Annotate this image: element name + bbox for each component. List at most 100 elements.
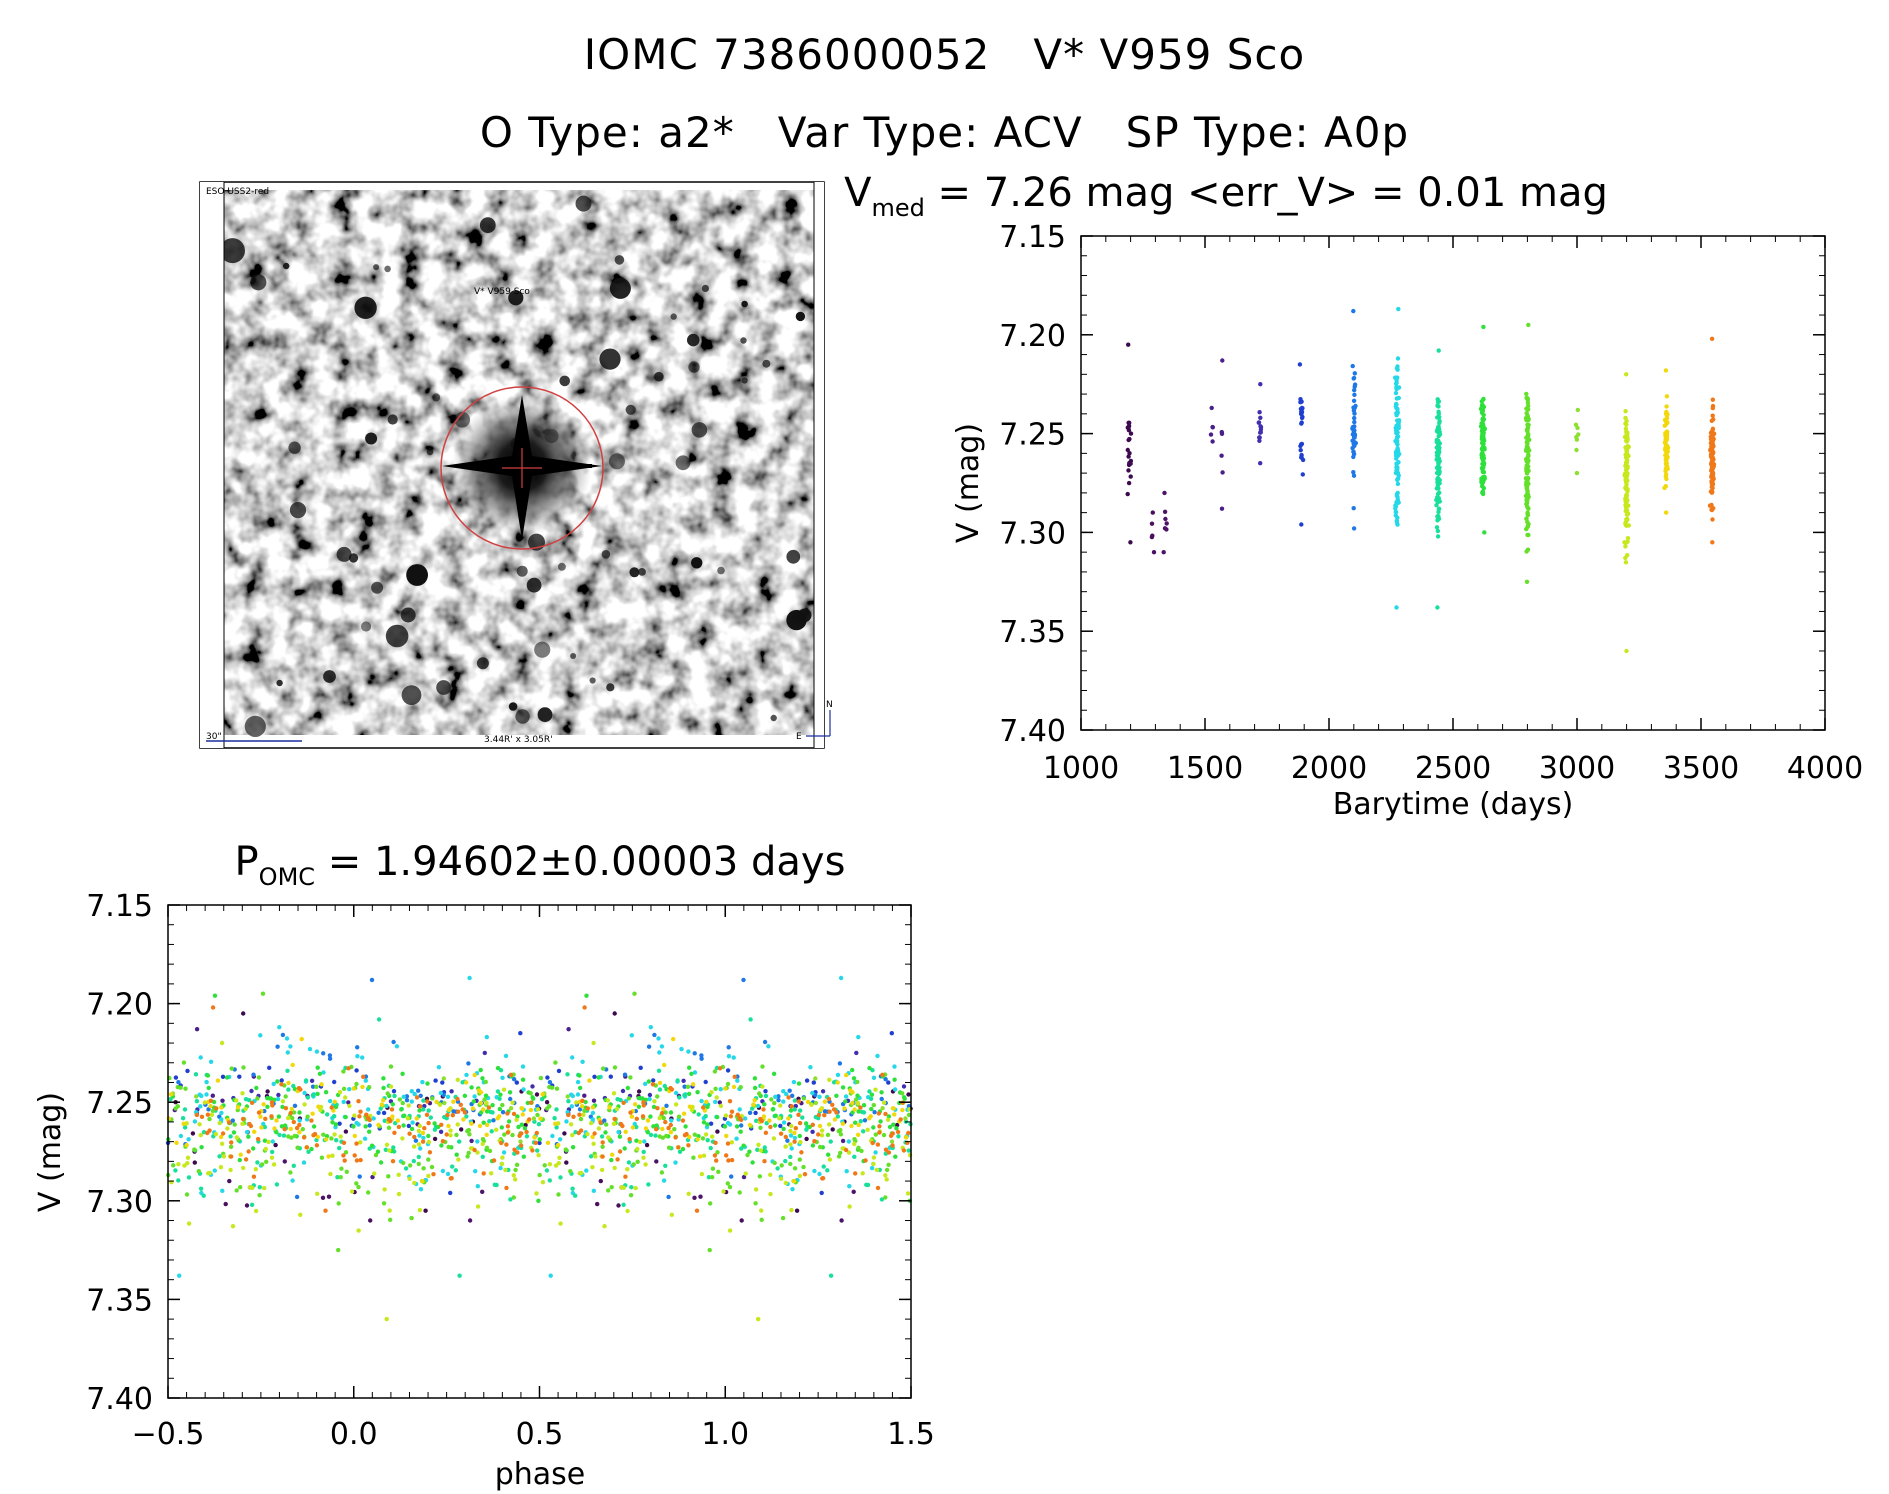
phased-point: [286, 1134, 290, 1138]
phased-point: [728, 1228, 732, 1232]
phased-point: [706, 1138, 710, 1142]
phased-point: [850, 1068, 854, 1072]
field-star: [599, 349, 620, 370]
phased-point: [368, 1123, 372, 1127]
phased-point: [364, 1079, 368, 1083]
phased-point: [781, 1127, 785, 1131]
phased-point: [609, 1075, 613, 1079]
phased-point: [670, 1087, 674, 1091]
phased-point: [520, 1106, 524, 1110]
lightcurve-point: [1709, 479, 1713, 483]
phased-point: [797, 1099, 801, 1103]
lightcurve-point: [1396, 482, 1400, 486]
phased-point: [205, 1131, 209, 1135]
phased-point: [872, 1103, 876, 1107]
phased-point: [813, 1076, 817, 1080]
phased-point: [457, 1139, 461, 1143]
phased-point: [316, 1066, 320, 1070]
phased-point: [388, 1218, 392, 1222]
figure-canvas: ESO USS2-red V* V959 Sco 30" 3.44R' x 3.…: [0, 0, 1889, 1494]
phased-point: [623, 1175, 627, 1179]
lightcurve-point: [1625, 517, 1629, 521]
phased-point: [615, 1157, 619, 1161]
phased-point: [354, 1068, 358, 1072]
phased-point: [334, 1138, 338, 1142]
phased-point: [613, 1166, 617, 1170]
phased-point: [758, 1126, 762, 1130]
lightcurve-point: [1625, 499, 1629, 503]
phased-point: [764, 1094, 768, 1098]
phased-point: [872, 1155, 876, 1159]
phased-point: [546, 1141, 550, 1145]
phased-point: [729, 1114, 733, 1118]
phased-point: [355, 1045, 359, 1049]
phased-point: [876, 1186, 880, 1190]
lightcurve-point: [1710, 485, 1714, 489]
field-star: [626, 405, 636, 415]
phased-point: [472, 1094, 476, 1098]
lightcurve-point: [1162, 550, 1166, 554]
lightcurve-point: [1352, 526, 1356, 530]
phased-point: [726, 1181, 730, 1185]
phased-point: [545, 1168, 549, 1172]
phased-point: [578, 1086, 582, 1090]
phased-point: [806, 1100, 810, 1104]
phased-point: [198, 1104, 202, 1108]
phased-title-text: = 1.94602±0.00003 days: [315, 839, 845, 885]
phased-x-ticks: −0.5 0.0 0.5 1.0 1.5: [132, 905, 935, 1452]
phased-point: [615, 1107, 619, 1111]
phased-point: [328, 1172, 332, 1176]
lightcurve-point: [1436, 439, 1440, 443]
phased-point: [669, 1123, 673, 1127]
lightcurve-point: [1394, 426, 1398, 430]
phased-point: [423, 1209, 427, 1213]
phased-point: [185, 1069, 189, 1073]
phased-point: [469, 1122, 473, 1126]
lightcurve-point: [1482, 530, 1486, 534]
phased-point: [327, 1195, 331, 1199]
phased-point: [576, 1080, 580, 1084]
phased-point: [471, 1106, 475, 1110]
phased-point: [389, 1064, 393, 1068]
phased-point: [289, 1111, 293, 1115]
phased-point: [873, 1088, 877, 1092]
lightcurve-point: [1664, 472, 1668, 476]
phased-point: [255, 1096, 259, 1100]
phased-point: [185, 1192, 189, 1196]
phased-point: [775, 1166, 779, 1170]
phased-point: [363, 1137, 367, 1141]
field-star: [762, 360, 770, 368]
lightcurve-point: [1394, 406, 1398, 410]
phased-point: [866, 1128, 870, 1132]
phased-point: [538, 1173, 542, 1177]
phased-point: [224, 1202, 228, 1206]
phased-point: [539, 1076, 543, 1080]
phased-point: [573, 1194, 577, 1198]
phased-point: [683, 1124, 687, 1128]
field-star: [477, 657, 489, 669]
phased-point: [647, 1079, 651, 1083]
field-star: [365, 433, 377, 445]
phased-point: [566, 1027, 570, 1031]
phased-point: [882, 1101, 886, 1105]
phased-point: [816, 1132, 820, 1136]
lightcurve-point: [1480, 451, 1484, 455]
phased-point: [753, 1086, 757, 1090]
phased-point: [315, 1092, 319, 1096]
phased-point: [698, 1195, 702, 1199]
phased-point: [497, 1097, 501, 1101]
phased-point: [274, 1118, 278, 1122]
phased-point: [790, 1146, 794, 1150]
phased-point: [358, 1174, 362, 1178]
lightcurve-x-tick-label: 1000: [1043, 751, 1119, 786]
phased-point: [412, 1135, 416, 1139]
phased-point: [481, 1155, 485, 1159]
phased-point: [341, 1153, 345, 1157]
phased-point: [264, 1160, 268, 1164]
phased-point: [186, 1156, 190, 1160]
lightcurve-point: [1300, 415, 1304, 419]
lightcurve-point: [1711, 472, 1715, 476]
phased-point: [625, 1167, 629, 1171]
phased-point: [637, 1089, 641, 1093]
phased-point: [721, 1189, 725, 1193]
